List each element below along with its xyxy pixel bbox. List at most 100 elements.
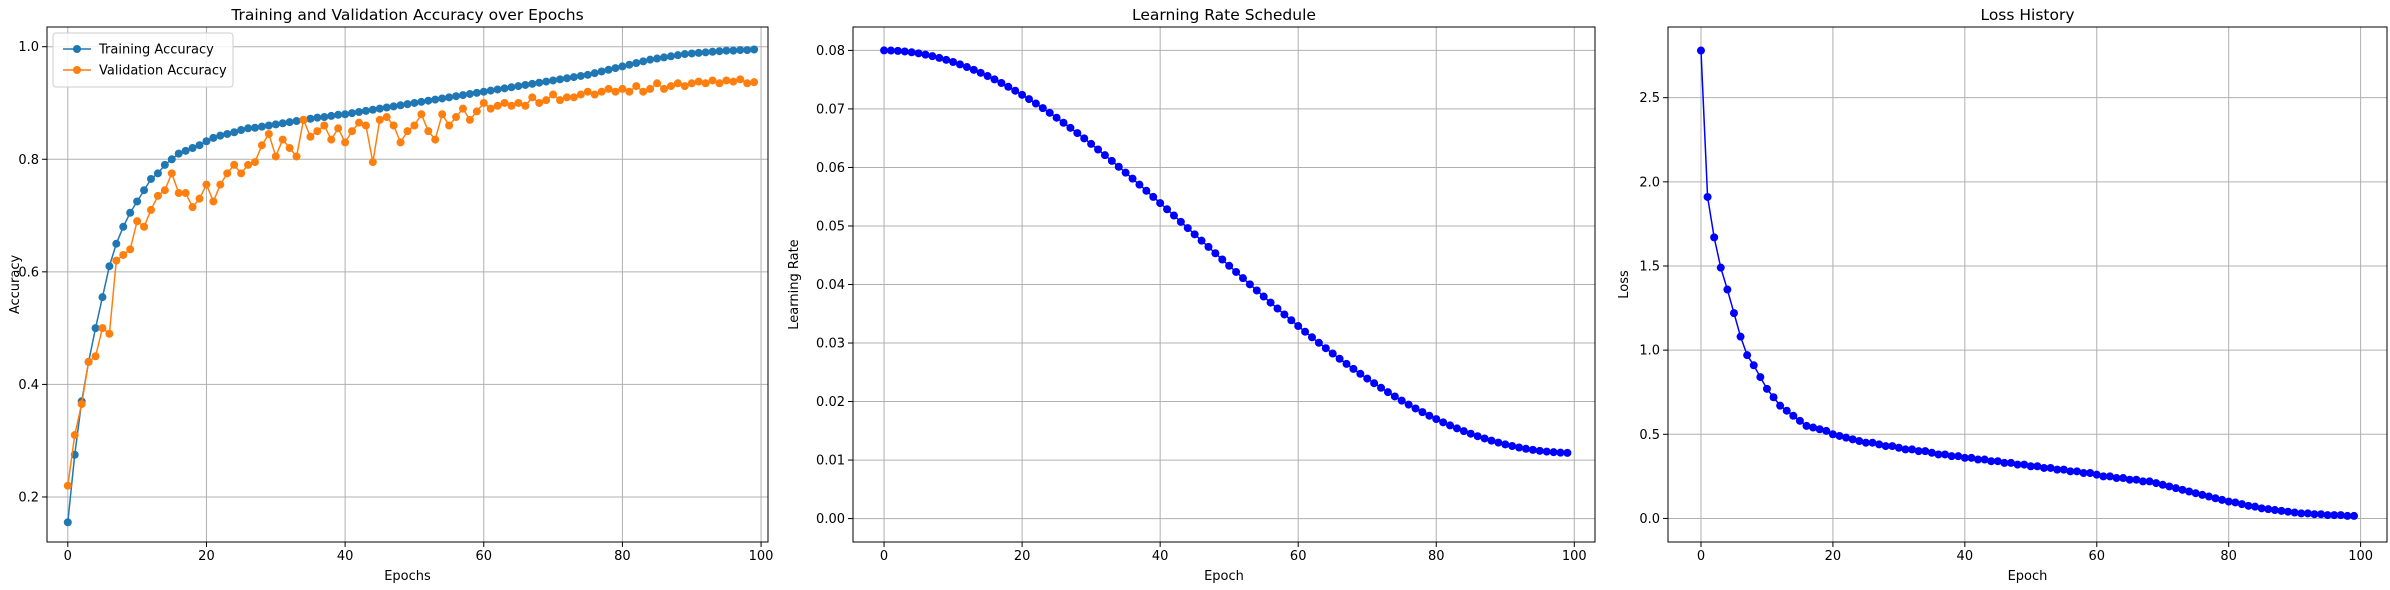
- data-point: [2112, 474, 2121, 483]
- data-point: [1059, 118, 1068, 127]
- data-point: [914, 49, 923, 58]
- data-point: [306, 114, 315, 123]
- data-point: [715, 47, 724, 56]
- x-tick-label: 60: [2088, 549, 2105, 564]
- data-point: [1921, 447, 1930, 456]
- data-point: [743, 79, 752, 88]
- data-point: [2072, 467, 2081, 476]
- data-point: [160, 160, 169, 169]
- data-point: [119, 250, 128, 259]
- data-point: [2007, 458, 2016, 467]
- y-tick-label: 0.2: [18, 490, 39, 505]
- data-point: [625, 60, 634, 69]
- data-point: [361, 121, 370, 130]
- data-point: [1480, 434, 1489, 443]
- data-point: [2039, 463, 2048, 472]
- data-point: [542, 77, 551, 86]
- data-point: [2138, 477, 2147, 486]
- data-point: [2350, 511, 2359, 520]
- accuracy-chart: 0 20 40 60 80 100 0.2 0.4 0.6 0.8 1.0 Training and …: [8, 6, 773, 584]
- data-point: [458, 91, 467, 100]
- data-point: [949, 57, 958, 66]
- data-point: [653, 79, 662, 88]
- data-point: [521, 80, 530, 89]
- data-point: [1314, 338, 1323, 347]
- data-point: [334, 110, 343, 119]
- data-point: [639, 57, 648, 66]
- data-point: [1521, 444, 1530, 453]
- data-point: [1782, 406, 1791, 415]
- data-point: [250, 158, 259, 167]
- data-point: [736, 46, 745, 55]
- data-point: [1549, 448, 1558, 457]
- series-0: [880, 46, 1572, 457]
- y-tick-label: 0.00: [816, 512, 845, 527]
- data-point: [493, 101, 502, 110]
- data-point: [2119, 474, 2128, 483]
- data-point: [729, 46, 738, 55]
- y-tick-label: 0.08: [816, 44, 845, 59]
- data-point: [562, 74, 571, 83]
- data-point: [63, 481, 72, 490]
- data-point: [403, 127, 412, 136]
- y-tick-label: 1.5: [1639, 259, 1660, 274]
- data-point: [1473, 432, 1482, 441]
- data-point: [1370, 379, 1379, 388]
- data-point: [569, 93, 578, 102]
- data-point: [1848, 435, 1857, 444]
- data-point: [271, 152, 280, 161]
- data-point: [257, 122, 266, 131]
- data-point: [2270, 506, 2279, 515]
- data-point: [126, 208, 135, 217]
- data-point: [133, 217, 142, 226]
- y-tick-label: 0.8: [18, 153, 39, 168]
- data-point: [126, 245, 135, 254]
- axes-frame: [1667, 26, 2388, 543]
- data-point: [907, 48, 916, 57]
- data-point: [1439, 418, 1448, 427]
- data-point: [2211, 494, 2220, 503]
- data-point: [576, 71, 585, 80]
- data-point: [1494, 438, 1503, 447]
- data-point: [750, 78, 759, 87]
- data-point: [2204, 492, 2213, 501]
- data-point: [1828, 430, 1837, 439]
- data-point: [1881, 442, 1890, 451]
- data-point: [632, 82, 641, 91]
- data-point: [666, 82, 675, 91]
- data-point: [1390, 392, 1399, 401]
- data-point: [479, 87, 488, 96]
- data-point: [583, 70, 592, 79]
- data-point: [611, 64, 620, 73]
- data-point: [2251, 502, 2260, 511]
- data-point: [921, 50, 930, 59]
- data-point: [569, 73, 578, 82]
- data-point: [673, 51, 682, 60]
- data-point: [1038, 104, 1047, 113]
- data-point: [556, 96, 565, 105]
- data-point: [188, 144, 197, 153]
- data-point: [146, 174, 155, 183]
- data-point: [438, 94, 447, 103]
- data-point: [1301, 327, 1310, 336]
- data-point: [417, 110, 426, 119]
- axes-frame: [46, 26, 769, 543]
- data-point: [1363, 374, 1372, 383]
- data-point: [962, 63, 971, 72]
- data-point: [893, 46, 902, 55]
- data-point: [2343, 511, 2352, 520]
- data-point: [98, 293, 107, 302]
- data-point: [2257, 504, 2266, 513]
- data-point: [285, 118, 294, 127]
- data-point: [389, 102, 398, 111]
- data-point: [1149, 192, 1158, 201]
- chart-title: Learning Rate Schedule: [1132, 6, 1316, 24]
- data-point: [1045, 108, 1054, 117]
- data-point: [1563, 448, 1572, 457]
- data-point: [431, 95, 440, 104]
- y-tick-label: 1.0: [1639, 344, 1660, 359]
- data-point: [549, 76, 558, 85]
- data-point: [687, 79, 696, 88]
- data-point: [202, 137, 211, 146]
- data-point: [368, 158, 377, 167]
